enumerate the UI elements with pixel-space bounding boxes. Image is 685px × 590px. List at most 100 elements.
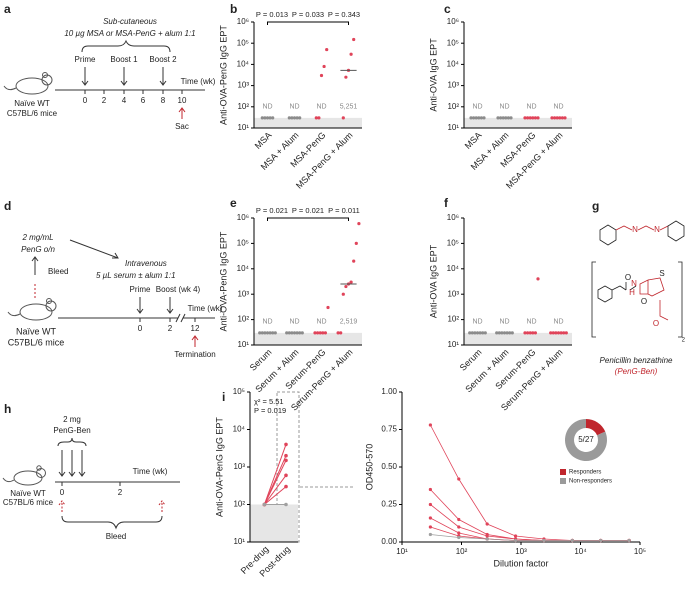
- dose: PenG-Ben: [53, 426, 90, 435]
- median-label: 2,519: [340, 319, 358, 326]
- median-label: 5,251: [340, 104, 358, 111]
- y-tick-label: 10¹: [237, 340, 249, 349]
- point: [531, 331, 535, 335]
- point: [528, 331, 532, 335]
- point: [500, 331, 504, 335]
- legend-label: Non-responders: [569, 479, 612, 485]
- point: [284, 458, 288, 463]
- ring: [599, 224, 617, 246]
- y-tick-label: 10³: [447, 81, 459, 90]
- point: [457, 531, 461, 535]
- point: [271, 331, 275, 335]
- point: [468, 331, 472, 335]
- point: [549, 331, 553, 335]
- point: [554, 331, 558, 335]
- point: [560, 116, 565, 120]
- atom: N: [632, 225, 638, 234]
- time-tick: 2: [102, 96, 107, 105]
- time-tick: 0: [60, 488, 65, 497]
- diagram-a: Sub-cutaneous 10 µg MSA or MSA-PenG + al…: [3, 17, 216, 131]
- point: [290, 331, 294, 335]
- carboxylate: [659, 300, 669, 321]
- lod-band: [254, 117, 362, 128]
- panel-label: g: [592, 199, 599, 213]
- median-label: ND: [526, 319, 536, 326]
- point: [262, 502, 267, 507]
- point: [271, 116, 275, 120]
- curve: [430, 526, 630, 541]
- point: [322, 64, 326, 69]
- brace: [57, 437, 87, 447]
- point: [473, 331, 477, 335]
- bond: [611, 282, 637, 291]
- arrows: [81, 67, 167, 86]
- y-tick-label: 10²: [233, 500, 245, 509]
- point: [502, 331, 507, 335]
- point: [536, 116, 540, 120]
- pair-line: [263, 460, 287, 505]
- point: [533, 116, 538, 120]
- mouse-label: Naïve WT: [14, 99, 50, 108]
- time-tick: 10: [178, 96, 187, 105]
- beta-lactam: [639, 277, 665, 297]
- point: [341, 116, 345, 120]
- point: [263, 331, 267, 335]
- mouse-label: C57BL/6 mice: [8, 337, 65, 347]
- point: [536, 277, 540, 281]
- point: [485, 522, 489, 526]
- point: [555, 116, 559, 120]
- brace: [81, 39, 171, 53]
- annotation: χ² = 5.51: [254, 397, 284, 406]
- pair-line: [263, 444, 287, 505]
- y-tick-label: 0.75: [381, 425, 397, 434]
- median-label: ND: [553, 104, 563, 111]
- point: [485, 534, 489, 538]
- arrow: [69, 239, 119, 259]
- arrow: [31, 256, 39, 275]
- point: [528, 116, 532, 120]
- panel-label: b: [230, 2, 237, 16]
- y-tick-label: 10⁶: [237, 213, 249, 222]
- event: Prime: [130, 285, 151, 294]
- point: [526, 116, 530, 120]
- point: [483, 331, 487, 335]
- panel-label: a: [4, 2, 11, 16]
- point: [550, 116, 554, 120]
- mouse-label: C57BL/6 mice: [3, 498, 54, 507]
- x-tick-label: 10⁵: [634, 547, 646, 556]
- point: [339, 331, 343, 335]
- point: [479, 116, 483, 120]
- y-tick-label: 10⁴: [237, 60, 250, 69]
- y-tick-label: 10⁶: [237, 17, 249, 26]
- legend-label: Responders: [569, 470, 601, 476]
- panel-labels: a b c d e f g h i: [4, 2, 599, 416]
- point: [344, 75, 348, 79]
- median-label: ND: [289, 104, 299, 111]
- point: [319, 73, 324, 78]
- point: [344, 284, 348, 289]
- panel-label: h: [4, 402, 11, 416]
- bleed-arrows: [58, 500, 166, 512]
- point: [477, 116, 481, 120]
- point: [482, 116, 486, 120]
- x-tick-label: Serum: [248, 347, 274, 373]
- time-tick: 4: [122, 96, 127, 105]
- mouse: [2, 465, 46, 486]
- median-label: ND: [472, 319, 482, 326]
- ring: [667, 220, 685, 242]
- pair-line: [263, 475, 287, 505]
- median-label: ND: [472, 104, 482, 111]
- point: [506, 116, 510, 120]
- event: Boost 1: [110, 55, 138, 64]
- point: [428, 532, 432, 537]
- y-tick-label: 1.00: [381, 387, 397, 396]
- y-axis-title: Anti-OVA-PenG IgG EPT: [218, 25, 228, 125]
- point: [316, 331, 320, 335]
- point: [551, 331, 555, 335]
- point: [523, 116, 527, 120]
- point: [457, 535, 461, 540]
- panel-label: i: [222, 390, 225, 404]
- point: [474, 116, 478, 120]
- timeline: [55, 89, 205, 94]
- atom: S: [659, 269, 664, 278]
